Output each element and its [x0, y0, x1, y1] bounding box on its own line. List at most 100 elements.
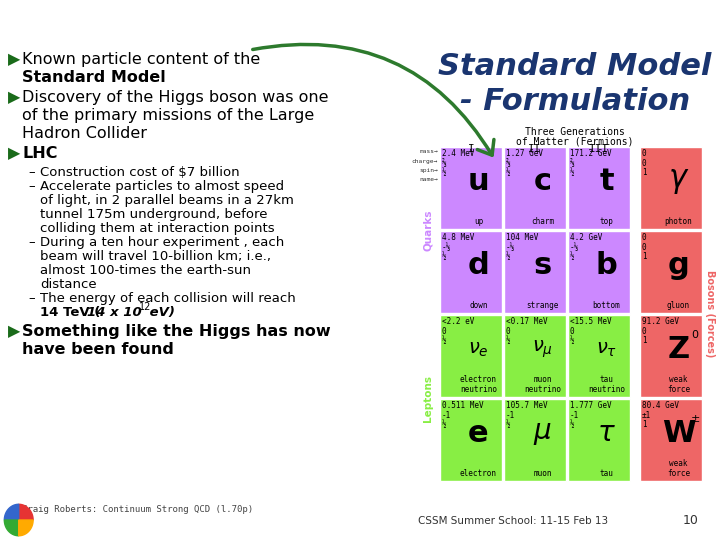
- Text: ½: ½: [570, 168, 575, 177]
- Text: Quarks: Quarks: [423, 209, 433, 251]
- Text: strange: strange: [526, 301, 559, 310]
- Bar: [440, 147, 502, 229]
- Text: distance: distance: [40, 278, 96, 291]
- Text: e: e: [468, 419, 489, 448]
- Text: 1: 1: [642, 336, 647, 345]
- Text: muon: muon: [534, 469, 552, 478]
- Text: ▶: ▶: [8, 90, 20, 105]
- Text: top: top: [600, 217, 613, 226]
- Text: ⅔: ⅔: [506, 159, 510, 168]
- Text: The energy of each collision will reach: The energy of each collision will reach: [40, 292, 296, 305]
- Text: ▶: ▶: [8, 146, 20, 161]
- Text: ½: ½: [506, 168, 510, 177]
- Text: ½: ½: [570, 336, 575, 345]
- Text: almost 100-times the earth-sun: almost 100-times the earth-sun: [40, 264, 251, 277]
- Polygon shape: [4, 520, 19, 536]
- Text: -⅓: -⅓: [570, 243, 580, 252]
- Text: have been found: have been found: [22, 342, 174, 357]
- Text: c: c: [534, 167, 552, 196]
- Text: $\nu_\mu$: $\nu_\mu$: [532, 339, 553, 360]
- Text: Bosons (Forces): Bosons (Forces): [705, 271, 715, 357]
- Text: $\mu$: $\mu$: [533, 420, 552, 448]
- Bar: [640, 315, 702, 397]
- Bar: [640, 147, 702, 229]
- Text: ½: ½: [442, 168, 446, 177]
- Text: ½: ½: [442, 252, 446, 261]
- Bar: [504, 147, 566, 229]
- Text: ½: ½: [442, 420, 446, 429]
- Text: -1: -1: [506, 411, 516, 420]
- Text: t: t: [599, 167, 613, 196]
- Text: ½: ½: [570, 420, 575, 429]
- Text: Z: Z: [667, 335, 690, 364]
- Text: ½: ½: [506, 336, 510, 345]
- Text: muon
neutrino: muon neutrino: [524, 375, 561, 394]
- Text: $\nu_e$: $\nu_e$: [468, 340, 489, 359]
- Text: colliding them at interaction points: colliding them at interaction points: [40, 222, 274, 235]
- Text: Hadron Collider: Hadron Collider: [22, 126, 147, 141]
- Text: <2.2 eV: <2.2 eV: [442, 317, 474, 326]
- Text: During a ten hour experiment , each: During a ten hour experiment , each: [40, 236, 284, 249]
- Bar: [504, 231, 566, 313]
- Text: tau: tau: [600, 469, 613, 478]
- Text: II: II: [528, 144, 541, 154]
- Text: -⅓: -⅓: [442, 243, 451, 252]
- Bar: [568, 147, 630, 229]
- Text: Standard Model: Standard Model: [22, 70, 166, 85]
- Text: $\gamma$: $\gamma$: [667, 167, 689, 196]
- Text: Something like the Higgs has now: Something like the Higgs has now: [22, 324, 330, 339]
- Text: CSSM Summer School: 11-15 Feb 13: CSSM Summer School: 11-15 Feb 13: [418, 516, 608, 526]
- Text: $\tau$: $\tau$: [597, 420, 616, 448]
- Bar: [504, 315, 566, 397]
- Text: mass→: mass→: [419, 149, 438, 154]
- Text: up: up: [474, 217, 483, 226]
- Text: Craig Roberts: Continuum Strong QCD (l.70p): Craig Roberts: Continuum Strong QCD (l.7…: [22, 505, 253, 515]
- Text: –: –: [28, 292, 35, 305]
- Bar: [568, 231, 630, 313]
- Text: s: s: [534, 251, 552, 280]
- Text: 1: 1: [642, 420, 647, 429]
- Text: ½: ½: [506, 252, 510, 261]
- Text: III: III: [589, 144, 609, 154]
- Text: 1: 1: [642, 252, 647, 261]
- Bar: [640, 231, 702, 313]
- Text: bottom: bottom: [593, 301, 621, 310]
- Text: photon: photon: [665, 217, 693, 226]
- Text: <15.5 MeV: <15.5 MeV: [570, 317, 611, 326]
- Text: 0: 0: [642, 149, 647, 158]
- Text: b: b: [595, 251, 617, 280]
- Text: of the primary missions of the Large: of the primary missions of the Large: [22, 108, 314, 123]
- Text: charge→: charge→: [412, 159, 438, 164]
- Text: 10: 10: [683, 514, 698, 527]
- Text: I: I: [467, 144, 474, 154]
- Text: 91.2 GeV: 91.2 GeV: [642, 317, 679, 326]
- Text: 14 TeV (: 14 TeV (: [40, 306, 100, 319]
- Bar: [568, 315, 630, 397]
- Polygon shape: [4, 504, 19, 520]
- Text: ▶: ▶: [8, 52, 20, 67]
- Text: Discovery of the Higgs boson was one: Discovery of the Higgs boson was one: [22, 90, 328, 105]
- Text: 0: 0: [690, 330, 698, 341]
- Text: 4.2 GeV: 4.2 GeV: [570, 233, 603, 242]
- Text: g: g: [667, 251, 689, 280]
- Text: ½: ½: [442, 336, 446, 345]
- Text: 171.2 GeV: 171.2 GeV: [570, 149, 611, 158]
- Text: 14 x 10: 14 x 10: [87, 306, 142, 319]
- Text: ⅔: ⅔: [570, 159, 575, 168]
- Text: - Formulation: - Formulation: [460, 87, 690, 116]
- Text: d: d: [467, 251, 490, 280]
- Text: -1: -1: [442, 411, 451, 420]
- Text: Three Generations: Three Generations: [525, 127, 625, 137]
- Text: 0: 0: [642, 233, 647, 242]
- Text: 4.8 MeV: 4.8 MeV: [442, 233, 474, 242]
- Text: ▶: ▶: [8, 324, 20, 339]
- Text: beam will travel 10-billion km; i.e.,: beam will travel 10-billion km; i.e.,: [40, 250, 271, 263]
- Text: down: down: [469, 301, 487, 310]
- Text: 1: 1: [642, 168, 647, 177]
- Text: ±: ±: [690, 415, 701, 424]
- Text: of light, in 2 parallel beams in a 27km: of light, in 2 parallel beams in a 27km: [40, 194, 294, 207]
- Text: 12: 12: [139, 302, 151, 312]
- Text: tunnel 175m underground, before: tunnel 175m underground, before: [40, 208, 268, 221]
- Text: u: u: [467, 167, 490, 196]
- Text: –: –: [28, 236, 35, 249]
